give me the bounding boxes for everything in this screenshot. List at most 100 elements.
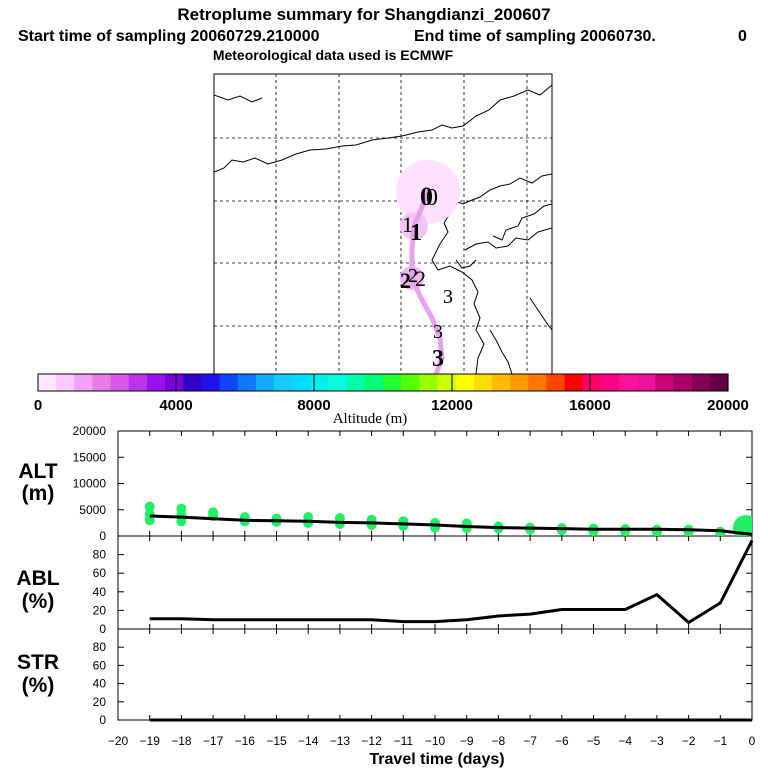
x-tick-label: −2 [682, 734, 696, 748]
colorbar-cell [510, 374, 529, 391]
colorbar-cell [201, 374, 221, 391]
end-time-suffix: 0 [738, 28, 747, 45]
y-tick-label: 40 [93, 677, 107, 691]
y-tick-label: 10000 [73, 477, 107, 491]
colorbar-cell [237, 374, 257, 391]
x-tick-label: −6 [555, 734, 569, 748]
alt-dot [525, 524, 536, 535]
x-tick-label: −20 [108, 734, 129, 748]
colorbar-cell [582, 374, 602, 391]
altitude-colorbar: 0 4000 8000 12000 16000 20000 Altitude (m) [34, 373, 749, 427]
met-data-label: Meteorological data used is ECMWF [213, 47, 454, 63]
alt-dot [144, 515, 155, 526]
colorbar-cell [274, 374, 293, 391]
colorbar-cell [38, 374, 57, 391]
y-tick-label: 5000 [79, 503, 106, 517]
y-tick-label: 0 [99, 713, 106, 727]
str-panel-frame [117, 628, 753, 721]
y-tick-label: 80 [93, 548, 107, 562]
alt-dot [461, 523, 472, 534]
map-borders [214, 84, 552, 374]
colorbar-cell [56, 374, 75, 391]
panel-axes: 0 5000 10000 15000 20000 0 20 40 60 80 0 20 40 60 80 [73, 424, 753, 727]
colorbar-cell [146, 374, 166, 391]
colorbar-cell [619, 374, 638, 391]
colorbar-cell [292, 374, 311, 391]
retroplume-trajectory [396, 160, 460, 374]
plume-label-day-2b: 2 [408, 265, 418, 287]
plume-label-day-2a: 2 [400, 268, 411, 293]
y-tick-label: 60 [93, 566, 107, 580]
colorbar-cell [110, 374, 130, 391]
x-tick-label: −8 [492, 734, 506, 748]
y-tick-label: 0 [99, 529, 106, 543]
x-tick-label: −12 [361, 734, 382, 748]
colorbar-title: Altitude (m) [333, 411, 408, 427]
y-tick-label: 80 [93, 640, 107, 654]
plume-labels: 0 0 1 1 2 2 2 3 3 3 [400, 182, 453, 372]
colorbar-tick-label: 16000 [569, 397, 611, 414]
alt-series-line [149, 514, 753, 536]
colorbar-cell [255, 374, 275, 391]
x-tick-label: −18 [171, 734, 192, 748]
x-tick-label: −17 [203, 734, 224, 748]
colorbar-cell [437, 374, 457, 391]
map-grid [214, 74, 552, 374]
x-tick-label: −3 [650, 734, 664, 748]
abl-series-line [149, 539, 754, 624]
x-tick-label: −13 [330, 734, 351, 748]
y-tick-label: 0 [99, 622, 106, 636]
chart-title: Retroplume summary for Shangdianzi_20060… [177, 5, 550, 24]
colorbar-tick-label: 12000 [431, 397, 473, 414]
x-tick-label: −19 [140, 734, 161, 748]
colorbar-tick-label: 8000 [297, 397, 330, 414]
colorbar-cell [92, 374, 112, 391]
alt-dot [176, 516, 187, 527]
plume-label-day-3c: 3 [432, 346, 444, 372]
alt-dot [733, 515, 752, 536]
x-tick-label: −14 [298, 734, 319, 748]
x-axis: −20 −19 −18 −17 −16 −15 −14 −13 −12 −11 −10 −9 −8 −7−… [108, 734, 756, 748]
start-time-label: Start time of sampling 20060729.210000 [18, 28, 320, 45]
colorbar-cell [655, 374, 675, 391]
colorbar-cell [419, 374, 439, 391]
colorbar-cell [219, 374, 239, 391]
colorbar-cell [473, 374, 493, 391]
y-tick-label: 20 [93, 695, 107, 709]
colorbar-ticks: 0 4000 8000 12000 16000 20000 [34, 374, 749, 414]
plume-label-day-1b: 1 [410, 220, 422, 246]
colorbar-cell [310, 374, 330, 391]
plume-label-day-3b: 3 [433, 321, 443, 343]
x-tick-label: −16 [235, 734, 256, 748]
colorbar-cell [346, 374, 366, 391]
y-tick-label: 40 [93, 585, 107, 599]
colorbar-cell [328, 374, 348, 391]
x-tick-label: −7 [523, 734, 537, 748]
abl-panel-frame [117, 535, 753, 630]
x-tick-label: −5 [587, 734, 601, 748]
colorbar-cell [600, 374, 620, 391]
colorbar-cell [183, 374, 203, 391]
colorbar-cell [364, 374, 384, 391]
y-tick-label: 60 [93, 658, 107, 672]
str-panel-name: STR [17, 651, 59, 674]
colorbar-cell [709, 374, 729, 391]
x-tick-label: −11 [394, 734, 414, 748]
colorbar-cell [383, 374, 402, 391]
colorbar-cell [128, 374, 148, 391]
colorbar-cell [673, 374, 693, 391]
x-tick-label: −9 [460, 734, 474, 748]
colorbar-tick-label: 20000 [707, 397, 749, 414]
x-tick-label: −10 [425, 734, 446, 748]
y-tick-label: 20 [93, 603, 107, 617]
colorbar-cell [546, 374, 566, 391]
abl-panel-name: ABL [16, 567, 59, 590]
alt-dot [144, 501, 155, 512]
y-tick-label: 15000 [73, 450, 107, 464]
colorbar-cell [401, 374, 420, 391]
x-axis-title: Travel time (days) [369, 751, 504, 768]
plume-label-day-2c: 2 [415, 266, 426, 291]
colorbar-tick-label: 0 [34, 397, 42, 414]
colorbar-cell [691, 374, 711, 391]
